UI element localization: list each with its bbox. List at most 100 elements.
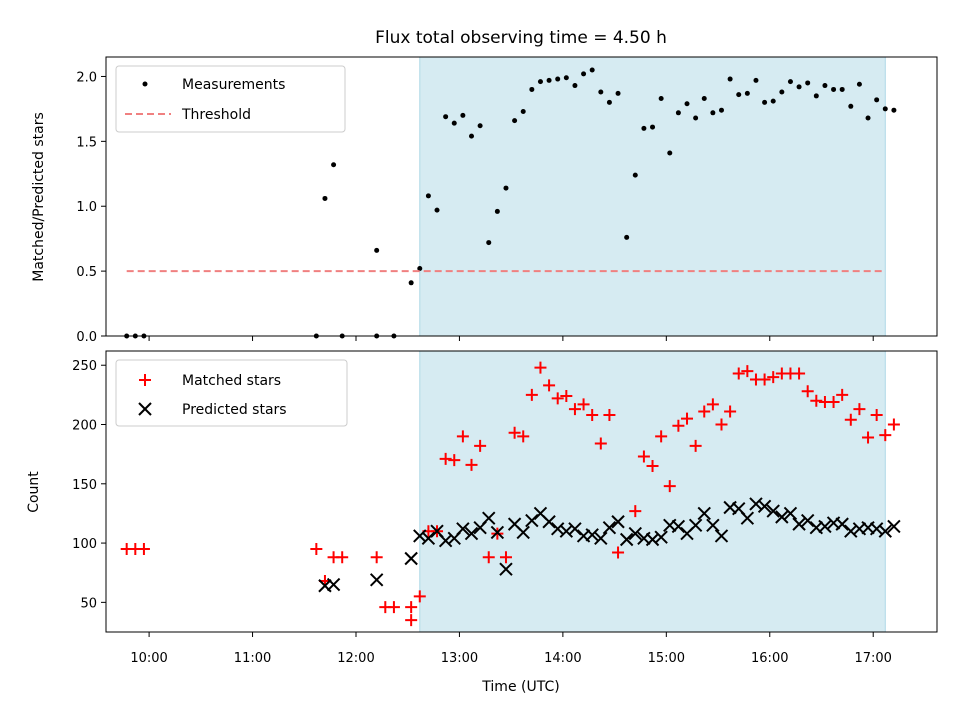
matched-stars-point — [862, 431, 875, 444]
measurement-point — [417, 266, 423, 272]
predicted-stars-point — [628, 526, 642, 541]
measurement-point — [520, 109, 526, 115]
measurement-point — [494, 208, 500, 214]
measurement-point — [512, 118, 518, 124]
y-tick-label: 150 — [72, 478, 97, 493]
matched-stars-point — [310, 543, 323, 556]
matched-stars-point — [603, 409, 616, 422]
x-tick-label: 11:00 — [234, 651, 271, 666]
predicted-stars-point — [740, 511, 755, 525]
measurement-point — [374, 247, 380, 253]
measurement-point — [477, 123, 483, 129]
matched-stars-point — [568, 403, 581, 416]
bottom-panel-x-axis: 10:00 11:00 12:00 13:00 14:00 15:00 16:00 17:00 — [130, 632, 892, 666]
legend-label-matched-stars: Matched stars — [182, 373, 281, 389]
measurement-point — [503, 185, 509, 191]
measurement-point — [744, 90, 750, 96]
measurement-point — [718, 107, 724, 113]
legend-marker-matched-stars — [139, 374, 151, 386]
predicted-stars-point — [542, 515, 556, 529]
chart-title: Flux total observing time = 4.50 h — [375, 28, 667, 48]
matched-stars-point — [870, 409, 883, 422]
measurement-point — [779, 89, 785, 95]
matched-stars-point — [465, 458, 478, 471]
matched-stars-point — [637, 450, 650, 463]
matched-stars-point — [137, 543, 150, 556]
bottom-panel-y-axis: 50 100 150 200 250 — [72, 359, 106, 611]
measurement-point — [727, 76, 733, 82]
predicted-stars-point — [550, 522, 565, 536]
matched-stars-point — [448, 454, 461, 467]
x-tick-label: 10:00 — [130, 651, 167, 666]
measurement-point — [425, 193, 431, 199]
measurement-point — [787, 79, 793, 85]
measurement-point — [460, 112, 466, 118]
matched-stars-point — [646, 460, 659, 473]
predicted-stars-point — [775, 510, 789, 524]
x-tick-label: 15:00 — [648, 651, 685, 666]
measurement-point — [589, 67, 595, 73]
measurement-point — [736, 92, 742, 98]
matched-stars-point — [741, 365, 754, 378]
top-panel: 0.00.51.01.52.0 Matched/Predicted stars … — [31, 56, 938, 345]
measurement-point — [856, 81, 862, 87]
matched-stars-point — [706, 398, 719, 411]
measurement-point — [874, 97, 880, 103]
top-panel-legend: Measurements Threshold — [115, 65, 346, 133]
measurement-point — [537, 79, 543, 85]
matched-stars-point — [836, 388, 849, 401]
measurement-point — [624, 234, 630, 240]
matched-stars-point — [586, 409, 599, 422]
top-panel-x-ticks — [148, 336, 874, 341]
measurement-point — [710, 110, 716, 116]
measurement-point — [805, 80, 811, 86]
matched-stars-point — [577, 398, 590, 411]
y-tick-label: 200 — [72, 419, 97, 434]
bottom-legend-box — [115, 359, 348, 427]
legend-label-threshold: Threshold — [181, 107, 251, 123]
predicted-stars-point — [516, 525, 530, 540]
x-tick-label: 17:00 — [854, 651, 891, 666]
measurement-point — [546, 77, 552, 83]
legend-marker-predicted-stars — [138, 402, 152, 416]
predicted-stars-point — [499, 562, 513, 576]
matched-stars-point — [715, 418, 728, 431]
matched-stars-point — [844, 413, 857, 426]
bottom-panel: 50 100 150 200 250 10:00 11:00 12:00 13:00 14:00… — [26, 350, 938, 695]
predicted-stars-point — [438, 533, 453, 548]
matched-stars-point — [456, 430, 469, 443]
predicted-stars-point — [490, 525, 505, 540]
matched-stars-point — [827, 395, 840, 408]
matched-stars-point — [698, 405, 711, 418]
predicted-stars-point — [421, 531, 436, 546]
predicted-stars-point — [688, 518, 703, 532]
measurement-point — [322, 195, 328, 201]
top-panel-highlight-span — [419, 56, 886, 337]
predicted-stars-point — [585, 528, 599, 542]
top-panel-frame — [105, 56, 938, 337]
predicted-stars-point — [714, 529, 729, 543]
measurement-point — [693, 115, 699, 121]
measurement-point — [650, 124, 656, 130]
x-tick-label: 16:00 — [751, 651, 788, 666]
legend-label-predicted-stars: Predicted stars — [182, 402, 287, 418]
predicted-stars-point — [783, 506, 798, 521]
measurement-point — [882, 106, 888, 112]
predicted-stars-point — [404, 551, 418, 566]
y-tick-label: 50 — [80, 596, 97, 611]
predicted-stars-point — [654, 530, 668, 544]
predicted-stars-point — [456, 522, 470, 536]
measurement-point — [667, 150, 673, 156]
measurement-point — [796, 84, 802, 90]
matched-stars-point — [732, 367, 745, 380]
matched-stars-point — [439, 452, 452, 465]
matched-stars-point — [663, 480, 676, 493]
top-panel-marks — [124, 67, 897, 339]
measurement-point — [831, 86, 837, 92]
predicted-stars-point — [792, 517, 806, 531]
x-tick-label: 13:00 — [441, 651, 478, 666]
matched-stars-point — [810, 394, 823, 407]
predicted-stars-point — [464, 526, 479, 541]
measurement-point — [606, 99, 612, 105]
matched-stars-point — [767, 371, 780, 384]
